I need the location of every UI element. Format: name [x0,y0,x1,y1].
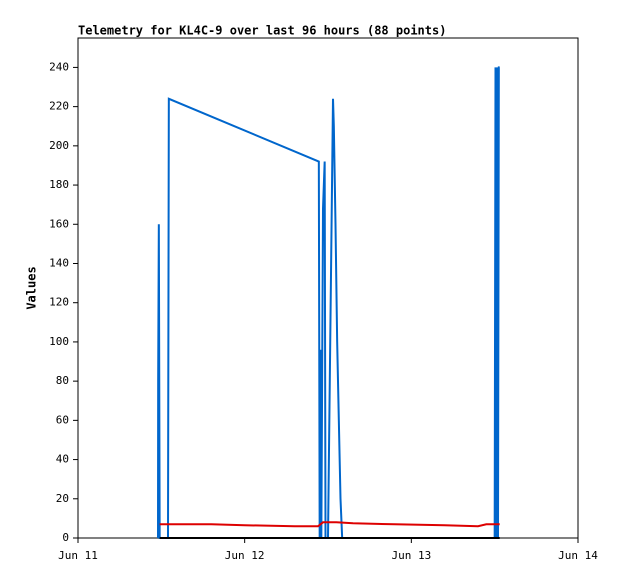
y-tick-label: 40 [56,453,69,466]
y-tick-label: 100 [49,335,69,348]
y-tick-label: 140 [49,256,69,269]
y-tick-label: 60 [56,413,69,426]
y-tick-label: 160 [49,217,69,230]
x-tick-label: Jun 14 [558,549,598,562]
y-tick-label: 120 [49,296,69,309]
data-line [157,66,500,539]
x-tick-label: Jun 11 [58,549,98,562]
y-axis-label: Values [25,266,39,309]
x-tick-label: Jun 12 [225,549,265,562]
y-tick-label: 20 [56,492,69,505]
data-line [159,521,500,528]
y-tick-label: 0 [62,531,69,544]
chart-title: Telemetry for KL4C-9 over last 96 hours … [78,24,446,38]
y-tick-label: 200 [49,139,69,152]
y-tick-label: 220 [49,100,69,113]
y-tick-label: 80 [56,374,69,387]
y-tick-label: 180 [49,178,69,191]
x-tick-label: Jun 13 [391,549,431,562]
y-tick-label: 240 [49,60,69,73]
